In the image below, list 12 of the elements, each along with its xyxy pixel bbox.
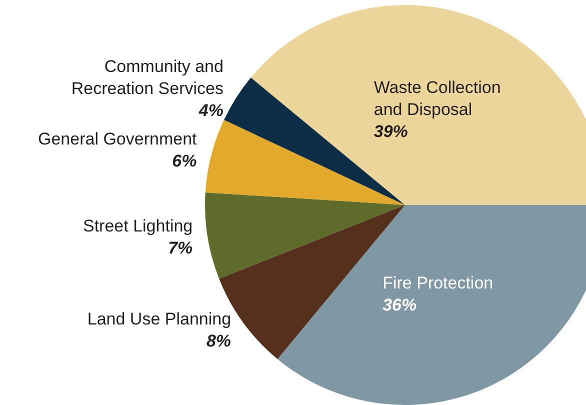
- slice-label: General Government: [38, 130, 198, 150]
- data-label: 6%: [172, 152, 197, 172]
- data-label: 36%: [382, 296, 417, 315]
- slice-label: Fire Protection: [382, 274, 494, 293]
- slice-label: Waste Collection and Disposal: [374, 78, 501, 120]
- slice-label: Land Use Planning: [87, 310, 232, 329]
- slice-label: Community and Recreation Services: [71, 57, 224, 98]
- slice-label: Street Lighting: [83, 217, 193, 236]
- data-label: 4%: [198, 101, 224, 120]
- data-label: 39%: [374, 122, 408, 142]
- data-label: 8%: [206, 332, 232, 351]
- data-label: 7%: [168, 239, 193, 258]
